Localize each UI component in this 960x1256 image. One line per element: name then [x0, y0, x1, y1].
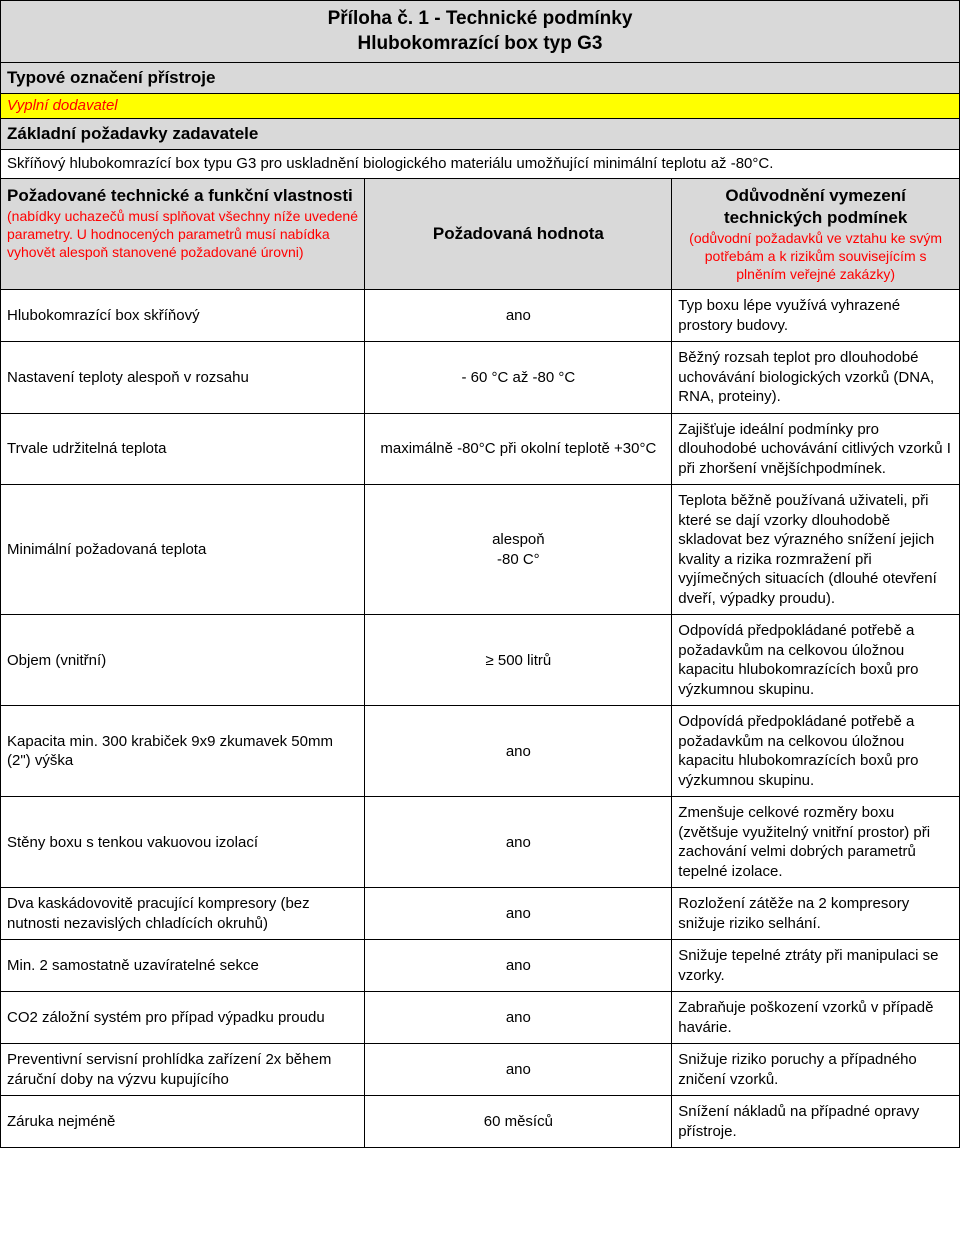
- table-row: Minimální požadovaná teplotaalespoň -80 …: [1, 485, 960, 615]
- type-label-row: Typové označení přístroje: [1, 63, 960, 94]
- reason-cell: Zabraňuje poškození vzorků v případě hav…: [672, 992, 960, 1044]
- reason-cell: Teplota běžně používaná uživateli, při k…: [672, 485, 960, 615]
- title-line2: Hlubokomrazící box typ G3: [7, 32, 953, 57]
- spec-table: Příloha č. 1 - Technické podmínky Hlubok…: [0, 0, 960, 1148]
- basic-req-label-row: Základní požadavky zadavatele: [1, 118, 960, 149]
- table-row: Dva kaskádovovitě pracující kompresory (…: [1, 888, 960, 940]
- col3-header: Odůvodnění vymezení technických podmínek…: [672, 178, 960, 290]
- table-row: Preventivní servisní prohlídka zařízení …: [1, 1044, 960, 1096]
- value-cell: ano: [365, 706, 672, 797]
- table-row: Kapacita min. 300 krabiček 9x9 zkumavek …: [1, 706, 960, 797]
- value-cell: ano: [365, 992, 672, 1044]
- reason-cell: Rozložení zátěže na 2 kompresory snižuje…: [672, 888, 960, 940]
- reason-cell: Zajišťuje ideální podmínky pro dlouhodob…: [672, 413, 960, 485]
- col3-header-red: (odůvodní požadavků ve vztahu ke svým po…: [678, 229, 953, 284]
- basic-req-desc-row: Skříňový hlubokomrazící box typu G3 pro …: [1, 150, 960, 179]
- reason-cell: Odpovídá předpokládané potřebě a požadav…: [672, 615, 960, 706]
- table-row: Záruka nejméně60 měsícůSnížení nákladů n…: [1, 1096, 960, 1148]
- value-cell: 60 měsíců: [365, 1096, 672, 1148]
- param-cell: Preventivní servisní prohlídka zařízení …: [1, 1044, 365, 1096]
- table-row: Nastavení teploty alespoň v rozsahu- 60 …: [1, 342, 960, 414]
- value-cell: ano: [365, 940, 672, 992]
- basic-req-label: Základní požadavky zadavatele: [1, 118, 960, 149]
- param-cell: Nastavení teploty alespoň v rozsahu: [1, 342, 365, 414]
- value-cell: ano: [365, 797, 672, 888]
- reason-cell: Snížení nákladů na případné opravy příst…: [672, 1096, 960, 1148]
- title-row: Příloha č. 1 - Technické podmínky Hlubok…: [1, 1, 960, 63]
- col3-header-bold: Odůvodnění vymezení technických podmínek: [678, 185, 953, 229]
- param-cell: Kapacita min. 300 krabiček 9x9 zkumavek …: [1, 706, 365, 797]
- reason-cell: Snižuje riziko poruchy a případného znič…: [672, 1044, 960, 1096]
- value-cell: ano: [365, 1044, 672, 1096]
- value-cell: maximálně -80°C při okolní teplotě +30°C: [365, 413, 672, 485]
- supplier-fill: Vyplní dodavatel: [1, 94, 960, 119]
- value-cell: alespoň -80 C°: [365, 485, 672, 615]
- param-cell: Záruka nejméně: [1, 1096, 365, 1148]
- param-cell: Objem (vnitřní): [1, 615, 365, 706]
- table-row: Trvale udržitelná teplotamaximálně -80°C…: [1, 413, 960, 485]
- param-cell: CO2 záložní systém pro případ výpadku pr…: [1, 992, 365, 1044]
- col2-header: Požadovaná hodnota: [365, 178, 672, 290]
- param-cell: Minimální požadovaná teplota: [1, 485, 365, 615]
- reason-cell: Odpovídá předpokládané potřebě a požadav…: [672, 706, 960, 797]
- title-line1: Příloha č. 1 - Technické podmínky: [7, 7, 953, 32]
- table-row: CO2 záložní systém pro případ výpadku pr…: [1, 992, 960, 1044]
- value-cell: ano: [365, 888, 672, 940]
- table-row: Stěny boxu s tenkou vakuovou izolacíanoZ…: [1, 797, 960, 888]
- type-label: Typové označení přístroje: [1, 63, 960, 94]
- param-cell: Hlubokomrazící box skříňový: [1, 290, 365, 342]
- table-row: Objem (vnitřní)≥ 500 litrůOdpovídá předp…: [1, 615, 960, 706]
- column-headers-row: Požadované technické a funkční vlastnost…: [1, 178, 960, 290]
- value-cell: - 60 °C až -80 °C: [365, 342, 672, 414]
- reason-cell: Běžný rozsah teplot pro dlouhodobé uchov…: [672, 342, 960, 414]
- param-cell: Stěny boxu s tenkou vakuovou izolací: [1, 797, 365, 888]
- reason-cell: Typ boxu lépe využívá vyhrazené prostory…: [672, 290, 960, 342]
- table-row: Min. 2 samostatně uzavíratelné sekceanoS…: [1, 940, 960, 992]
- table-row: Hlubokomrazící box skříňovýanoTyp boxu l…: [1, 290, 960, 342]
- param-cell: Dva kaskádovovitě pracující kompresory (…: [1, 888, 365, 940]
- param-cell: Min. 2 samostatně uzavíratelné sekce: [1, 940, 365, 992]
- col1-header-red: (nabídky uchazečů musí splňovat všechny …: [7, 207, 358, 262]
- reason-cell: Snižuje tepelné ztráty při manipulaci se…: [672, 940, 960, 992]
- reason-cell: Zmenšuje celkové rozměry boxu (zvětšuje …: [672, 797, 960, 888]
- param-cell: Trvale udržitelná teplota: [1, 413, 365, 485]
- col1-header-bold: Požadované technické a funkční vlastnost…: [7, 185, 358, 207]
- value-cell: ano: [365, 290, 672, 342]
- basic-req-desc: Skříňový hlubokomrazící box typu G3 pro …: [1, 150, 960, 179]
- supplier-fill-row: Vyplní dodavatel: [1, 94, 960, 119]
- value-cell: ≥ 500 litrů: [365, 615, 672, 706]
- col1-header: Požadované technické a funkční vlastnost…: [1, 178, 365, 290]
